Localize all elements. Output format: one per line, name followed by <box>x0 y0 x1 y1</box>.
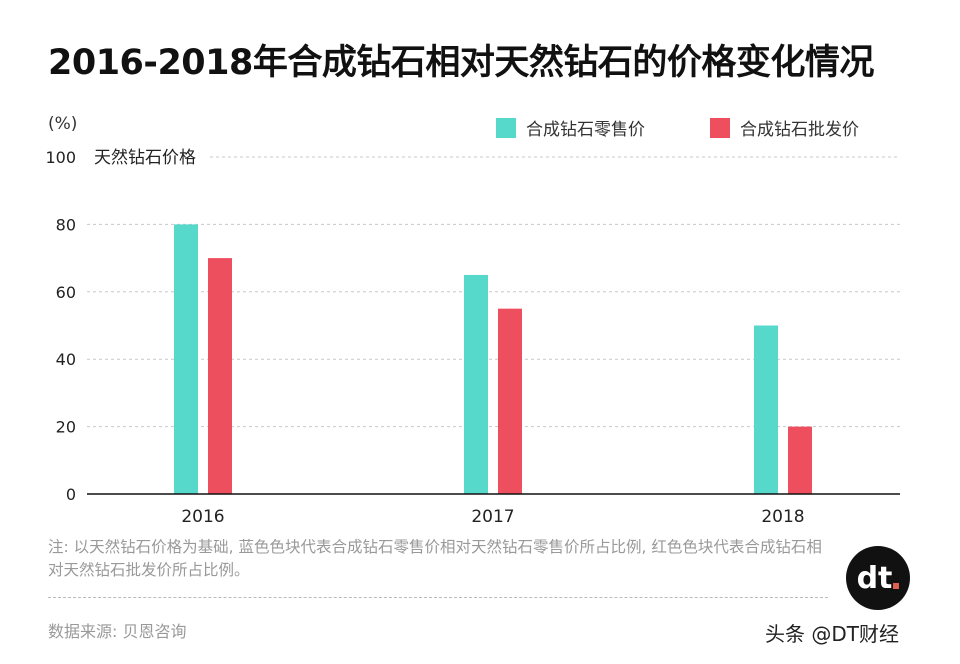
x-tick-label: 2016 <box>181 507 224 527</box>
bar-2018-wholesale <box>788 426 812 494</box>
bar-2017-wholesale <box>498 308 522 494</box>
legend-label-retail: 合成钻石零售价 <box>526 120 645 140</box>
divider <box>48 597 828 598</box>
legend-label-wholesale: 合成钻石批发价 <box>740 120 859 140</box>
chart-title: 2016-2018年合成钻石相对天然钻石的价格变化情况 <box>48 43 874 83</box>
chart-note: 注: 以天然钻石价格为基础, 蓝色色块代表合成钻石零售价相对天然钻石零售价所占比… <box>48 538 822 579</box>
y-tick-label: 20 <box>56 418 76 437</box>
legend-swatch-retail <box>496 117 516 138</box>
bar-2018-retail <box>754 325 778 494</box>
y-tick-label: 0 <box>66 485 76 504</box>
y-tick-label: 100 <box>45 148 76 167</box>
reference-label: 天然钻石价格 <box>94 148 196 168</box>
bar-2016-retail <box>174 224 198 494</box>
bar-2017-retail <box>464 274 488 494</box>
data-source: 数据来源: 贝恩咨询 <box>48 622 187 641</box>
legend-item-wholesale: 合成钻石批发价 <box>710 115 859 140</box>
dt-logo: dt <box>846 546 910 610</box>
legend-item-retail: 合成钻石零售价 <box>496 115 645 140</box>
y-axis-unit: (%) <box>48 114 78 134</box>
legend-swatch-wholesale <box>710 117 730 138</box>
credit-watermark: 头条 @DT财经 <box>765 622 899 646</box>
x-tick-label: 2018 <box>761 507 804 527</box>
y-tick-label: 80 <box>56 215 76 234</box>
y-tick-label: 40 <box>56 350 76 369</box>
x-tick-label: 2017 <box>471 507 514 527</box>
bar-2016-wholesale <box>208 258 232 494</box>
y-tick-label: 60 <box>56 283 76 302</box>
